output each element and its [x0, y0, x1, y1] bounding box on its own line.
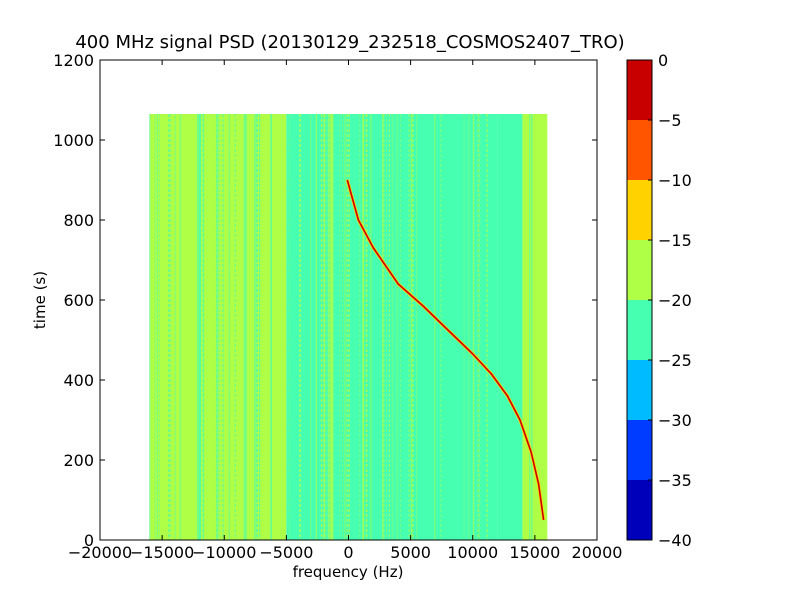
y-tick-label: 200: [63, 451, 94, 470]
colorbar-segment: [627, 240, 652, 300]
colorbar-segment: [627, 60, 652, 120]
y-axis: 0 200 400 600 800 1000 1200: [53, 51, 597, 550]
colorbar-segment: [627, 300, 652, 360]
x-tick-label: 20000: [572, 543, 623, 562]
colorbar-tick-label: −40: [658, 531, 692, 550]
x-tick-label: −5000: [259, 543, 313, 562]
x-tick-label: 5000: [390, 543, 431, 562]
signal-trace: [345, 179, 546, 521]
colorbar-segment: [627, 480, 652, 540]
colorbar-segment: [627, 180, 652, 240]
colorbar-segment: [627, 120, 652, 180]
colorbar-segment: [627, 360, 652, 420]
y-axis-label: time (s): [31, 271, 49, 329]
x-tick-label: 15000: [509, 543, 560, 562]
y-tick-label: 600: [63, 291, 94, 310]
colorbar-tick-label: 0: [658, 51, 668, 70]
colorbar-tick-label: −25: [658, 351, 692, 370]
colorbar: 0 −5 −10 −15 −20 −25 −30 −35 −40: [626, 51, 692, 550]
y-tick-label: 1000: [53, 131, 94, 150]
colorbar-tick-label: −20: [658, 291, 692, 310]
x-axis: −20000−15000−10000 −5000 0 5000 10000 15000 20…: [68, 60, 623, 562]
heatmap-area: [149, 114, 548, 540]
colorbar-tick-label: −30: [658, 411, 692, 430]
x-tick-label: −10000: [192, 543, 256, 562]
x-tick-label: 0: [343, 543, 353, 562]
colorbar-tick-label: −5: [658, 111, 682, 130]
signal-trace-line: [346, 179, 545, 521]
chart-title: 400 MHz signal PSD (20130129_232518_COSM…: [75, 32, 624, 53]
colorbar-segment: [627, 420, 652, 480]
heatmap-band: [522, 114, 548, 540]
x-tick-label: 10000: [447, 543, 498, 562]
y-tick-label: 1200: [53, 51, 94, 70]
y-tick-label: 0: [84, 531, 94, 550]
y-tick-label: 400: [63, 371, 94, 390]
x-axis-label: frequency (Hz): [293, 563, 404, 581]
y-tick-label: 800: [63, 211, 94, 230]
colorbar-tick-label: −10: [658, 171, 692, 190]
colorbar-tick-label: −35: [658, 471, 692, 490]
x-tick-label: −20000: [68, 543, 132, 562]
colorbar-tick-label: −15: [658, 231, 692, 250]
x-tick-label: −15000: [130, 543, 194, 562]
